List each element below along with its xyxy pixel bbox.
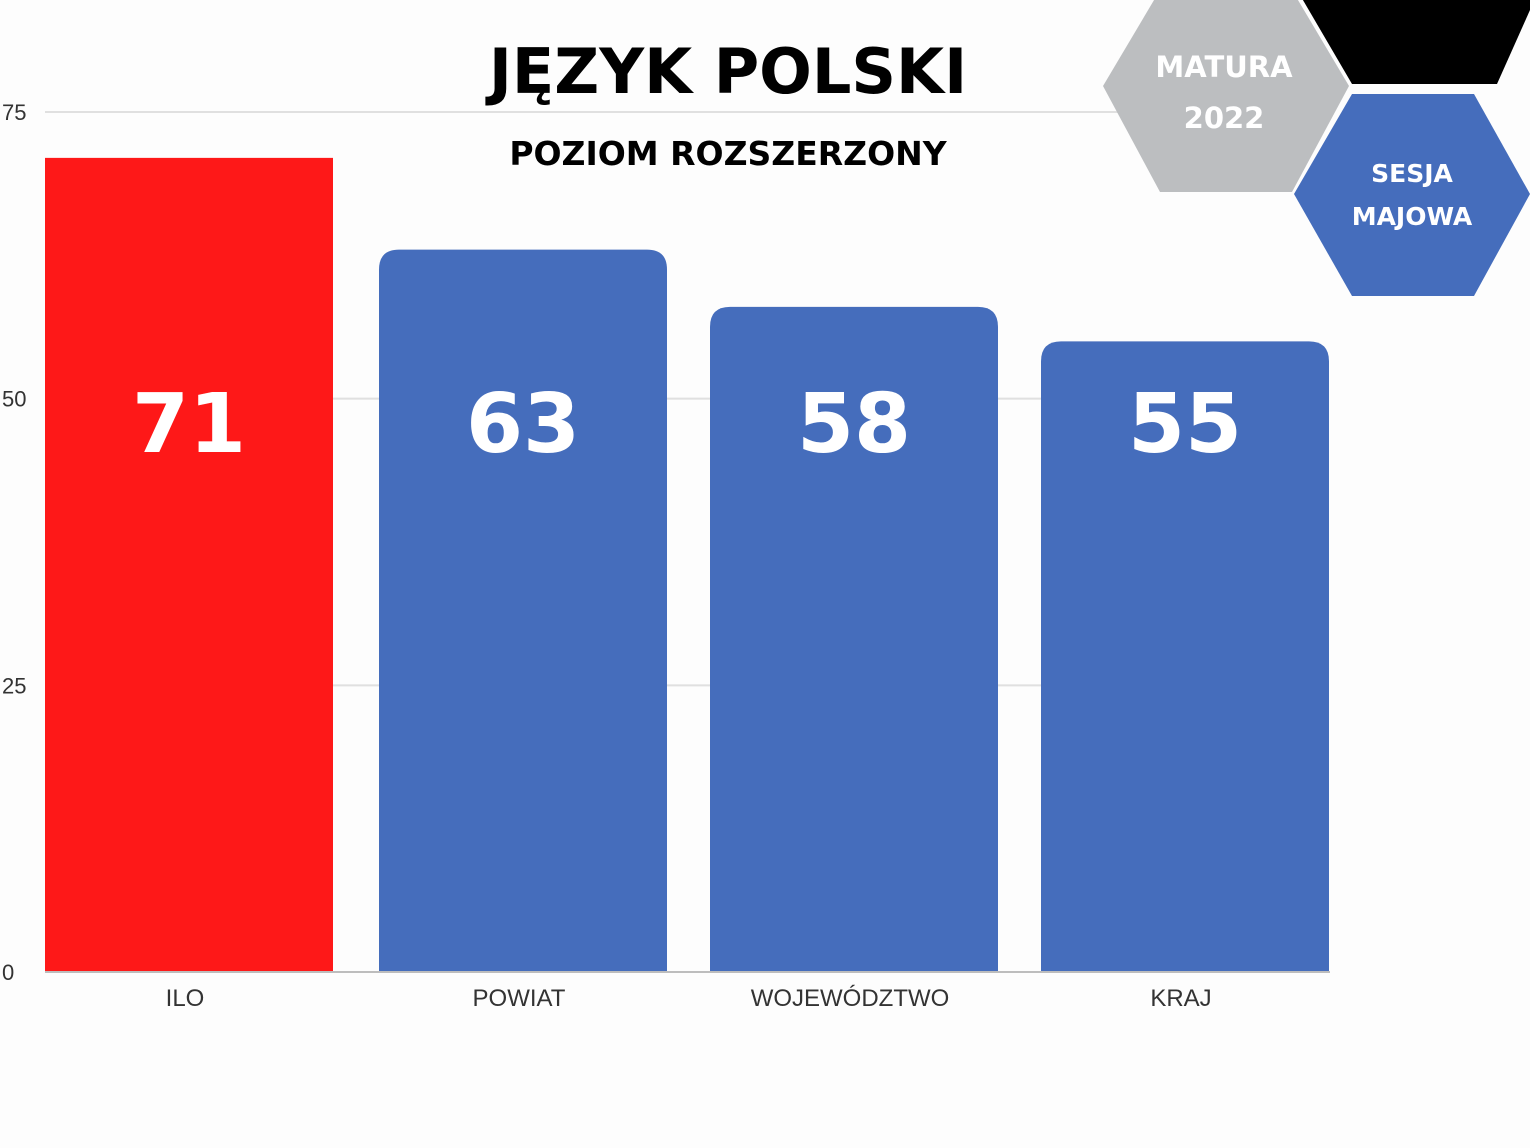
bar-województwo — [710, 306, 998, 972]
x-category-label: ILO — [166, 985, 205, 1012]
badge-matura-line1: MATURA — [1155, 50, 1293, 84]
chart-subtitle: POZIOM ROZSZERZONY — [509, 134, 947, 173]
bar-kraj — [1041, 341, 1329, 972]
x-category-label: POWIAT — [473, 985, 566, 1012]
axis-layer: 0 25 50 75 ILO POWIAT WOJEWÓDZTWO KRAJ — [2, 100, 1330, 1012]
badge-sesja-line2: MAJOWA — [1352, 202, 1473, 231]
x-category-label: WOJEWÓDZTWO — [751, 985, 950, 1012]
badge-matura-hexagon — [1103, 0, 1349, 192]
badge-sesja-hexagon — [1294, 94, 1530, 296]
y-tick-label: 75 — [2, 100, 26, 125]
chart-title: JĘZYK POLSKI — [485, 35, 967, 108]
x-category-label: KRAJ — [1150, 985, 1211, 1012]
y-tick-label: 50 — [2, 387, 26, 412]
badge-sesja-majowa: SESJA MAJOWA — [1294, 94, 1530, 296]
y-tick-label: 0 — [2, 960, 14, 985]
bar-value-label: 71 — [132, 377, 246, 472]
badge-matura-2022: MATURA 2022 — [1103, 0, 1349, 192]
black-hexagon — [1302, 0, 1530, 84]
bar-value-label: 63 — [466, 377, 580, 472]
bar-value-label: 58 — [797, 377, 911, 472]
y-tick-label: 25 — [2, 673, 26, 698]
bar-ilo — [45, 157, 333, 972]
badge-matura-line2: 2022 — [1184, 101, 1265, 135]
badge-sesja-line1: SESJA — [1371, 159, 1453, 188]
badge-black-hexagon — [1302, 0, 1530, 84]
bar-value-label: 55 — [1128, 377, 1242, 472]
bars-layer: 71 63 58 55 — [45, 157, 1329, 973]
bar-powiat — [379, 249, 667, 973]
